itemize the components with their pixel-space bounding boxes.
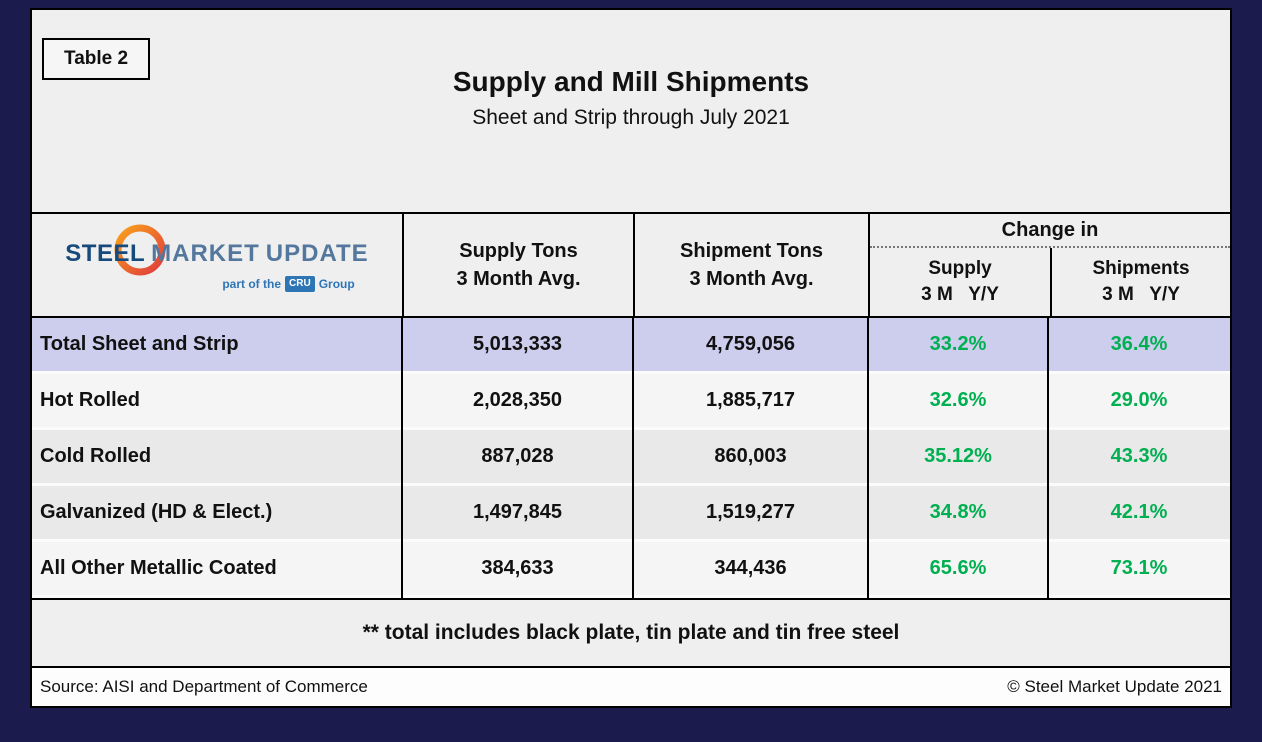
copyright-text: © Steel Market Update 2021: [1007, 677, 1222, 696]
page-title: Supply and Mill Shipments: [452, 66, 810, 97]
supply-change-value: 34.8%: [929, 501, 987, 523]
source-text: Source: AISI and Department of Commerce: [40, 677, 368, 696]
change-in-label: Change in: [870, 214, 1230, 248]
row-label: Galvanized (HD & Elect.): [40, 501, 273, 523]
shipment-tons-value: 1,885,717: [706, 389, 795, 411]
shipments-change-value: 36.4%: [1110, 333, 1168, 355]
column-divider: [1047, 318, 1049, 598]
table-row-all-other-metallic-coated: All Other Metallic Coated 384,633 344,43…: [32, 542, 1230, 598]
logo-cell: STEEL MARKET UPDATE part of the CRU Group: [32, 214, 402, 316]
tagline-suffix: Group: [318, 276, 355, 291]
change-in-subheaders: Supply 3 M Y/Y Shipments 3 M Y/Y: [870, 248, 1230, 316]
supply-tons-value: 1,497,845: [473, 501, 562, 523]
shipments-change-value: 73.1%: [1110, 557, 1168, 579]
table-footnote: ** total includes black plate, tin plate…: [32, 600, 1230, 668]
shipment-tons-value: 1,519,277: [706, 501, 795, 523]
supply-tons-value: 887,028: [481, 445, 554, 467]
supply-tons-value: 2,028,350: [473, 389, 562, 411]
row-label: Hot Rolled: [40, 389, 140, 411]
table-header-row: STEEL MARKET UPDATE part of the CRU Group …: [32, 212, 1230, 318]
shipment-tons-value: 4,759,056: [706, 333, 795, 355]
column-divider: [867, 318, 869, 598]
subheader-shipments-change: Shipments 3 M Y/Y: [1050, 248, 1230, 316]
supply-tons-value: 384,633: [481, 557, 554, 579]
column-header-shipment-tons: Shipment Tons 3 Month Avg.: [633, 214, 868, 316]
column-divider: [401, 318, 403, 598]
table-number-tag: Table 2: [42, 38, 151, 80]
logo-market-text: MARKET: [151, 240, 260, 268]
shipments-change-value: 29.0%: [1110, 389, 1168, 411]
source-bar: Source: AISI and Department of Commerce …: [32, 668, 1230, 706]
row-label: Total Sheet and Strip: [40, 333, 239, 355]
table-row-hot-rolled: Hot Rolled 2,028,350 1,885,717 32.6% 29.…: [32, 374, 1230, 430]
report-frame: Table 2 Supply and Mill Shipments Sheet …: [30, 8, 1232, 708]
table-row-galvanized: Galvanized (HD & Elect.) 1,497,845 1,519…: [32, 486, 1230, 542]
shipment-tons-value: 860,003: [714, 445, 787, 467]
supply-tons-value: 5,013,333: [473, 333, 562, 355]
row-label: Cold Rolled: [40, 445, 152, 467]
logo-steel-text: STEEL: [65, 240, 146, 268]
logo-ring-icon: [114, 224, 166, 276]
table-row-total-sheet-and-strip: Total Sheet and Strip 5,013,333 4,759,05…: [32, 318, 1230, 374]
cru-badge: CRU: [285, 276, 315, 293]
row-label: All Other Metallic Coated: [40, 557, 277, 579]
tagline-prefix: part of the: [222, 276, 282, 291]
column-header-supply-tons: Supply Tons 3 Month Avg.: [402, 214, 633, 316]
table-body: Total Sheet and Strip 5,013,333 4,759,05…: [32, 318, 1230, 600]
title-area: Table 2 Supply and Mill Shipments Sheet …: [32, 10, 1230, 212]
page-subtitle: Sheet and Strip through July 2021: [472, 106, 790, 129]
column-divider: [632, 318, 634, 598]
smu-logo-wordmark: STEEL MARKET UPDATE: [65, 224, 369, 276]
logo-tagline: part of the CRU Group: [65, 276, 368, 293]
column-header-change-in-group: Change in Supply 3 M Y/Y Shipments 3 M Y…: [868, 214, 1230, 316]
shipments-change-value: 42.1%: [1110, 501, 1168, 523]
subheader-supply-change: Supply 3 M Y/Y: [921, 258, 999, 305]
supply-change-value: 65.6%: [929, 557, 987, 579]
shipment-tons-value: 344,436: [714, 557, 787, 579]
supply-change-value: 33.2%: [929, 333, 987, 355]
smu-logo: STEEL MARKET UPDATE part of the CRU Group: [65, 224, 369, 293]
table-row-cold-rolled: Cold Rolled 887,028 860,003 35.12% 43.3%: [32, 430, 1230, 486]
supply-change-value: 32.6%: [929, 389, 987, 411]
supply-change-value: 35.12%: [924, 445, 992, 467]
logo-update-text: UPDATE: [265, 240, 369, 268]
shipments-change-value: 43.3%: [1110, 445, 1168, 467]
